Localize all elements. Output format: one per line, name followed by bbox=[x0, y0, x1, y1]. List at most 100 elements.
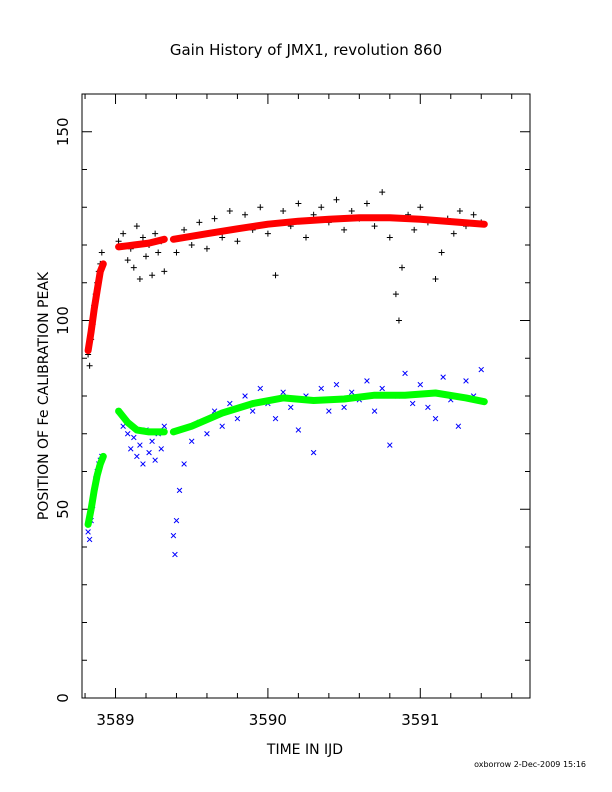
data-point-series-2 bbox=[172, 551, 178, 558]
data-point-series-0 bbox=[203, 245, 210, 252]
data-point-series-0 bbox=[188, 242, 195, 248]
data-point-series-0 bbox=[411, 226, 418, 233]
data-point-series-2 bbox=[387, 442, 393, 448]
data-point-series-2 bbox=[140, 461, 146, 467]
data-point-series-2 bbox=[455, 423, 462, 429]
data-point-series-0 bbox=[211, 215, 218, 222]
data-point-series-0 bbox=[181, 226, 188, 233]
data-point-series-0 bbox=[136, 275, 143, 282]
data-point-series-2 bbox=[173, 517, 180, 524]
data-point-series-2 bbox=[219, 423, 225, 429]
x-tick-label: 3589 bbox=[96, 711, 134, 729]
data-point-series-2 bbox=[124, 430, 131, 437]
fit-line-series-3 bbox=[115, 407, 168, 436]
data-point-series-2 bbox=[417, 381, 424, 388]
data-point-series-2 bbox=[318, 385, 324, 392]
data-point-series-2 bbox=[280, 389, 286, 395]
data-point-series-0 bbox=[333, 196, 340, 203]
data-point-series-0 bbox=[399, 264, 405, 271]
y-tick-label: 50 bbox=[54, 500, 72, 519]
data-point-series-2 bbox=[227, 400, 233, 407]
data-point-series-0 bbox=[133, 223, 140, 230]
y-tick-label: 100 bbox=[54, 306, 72, 335]
data-point-series-0 bbox=[348, 208, 355, 215]
x-tick-label: 3590 bbox=[249, 711, 287, 729]
data-point-series-0 bbox=[318, 204, 325, 211]
footer-stamp: oxborrow 2-Dec-2009 15:16 bbox=[474, 760, 586, 769]
data-point-series-0 bbox=[363, 200, 370, 207]
data-point-series-0 bbox=[395, 317, 402, 324]
data-point-series-0 bbox=[371, 223, 378, 230]
data-point-series-0 bbox=[139, 234, 146, 241]
data-point-series-0 bbox=[264, 230, 271, 237]
data-point-series-0 bbox=[234, 238, 241, 245]
data-point-series-0 bbox=[295, 200, 302, 207]
data-point-series-2 bbox=[146, 449, 152, 456]
data-point-series-2 bbox=[341, 404, 347, 411]
data-point-series-0 bbox=[257, 204, 264, 211]
data-point-series-0 bbox=[143, 253, 149, 260]
data-point-series-2 bbox=[120, 423, 126, 429]
data-point-series-2 bbox=[86, 536, 93, 543]
data-point-series-0 bbox=[155, 249, 162, 256]
data-point-series-2 bbox=[161, 423, 168, 429]
data-point-series-2 bbox=[170, 532, 177, 539]
data-point-series-0 bbox=[392, 291, 399, 298]
data-point-series-2 bbox=[131, 434, 137, 441]
data-point-series-2 bbox=[181, 461, 187, 467]
fit-line-series-1 bbox=[84, 260, 107, 355]
y-tick-label: 0 bbox=[54, 693, 72, 703]
axis-ticks bbox=[82, 93, 530, 699]
data-point-series-0 bbox=[120, 230, 127, 237]
data-point-series-0 bbox=[219, 234, 226, 241]
data-point-series-2 bbox=[85, 529, 91, 535]
data-point-series-0 bbox=[161, 268, 168, 275]
fit-line-series-1 bbox=[115, 235, 168, 251]
data-point-series-2 bbox=[257, 385, 264, 392]
y-axis-label: POSITION OF Fe CALIBRATION PEAK bbox=[36, 271, 52, 520]
data-point-series-0 bbox=[456, 208, 463, 215]
fit-line-series-3 bbox=[169, 389, 488, 436]
data-point-series-2 bbox=[134, 453, 140, 460]
data-point-series-2 bbox=[432, 415, 439, 422]
data-point-series-0 bbox=[470, 211, 477, 218]
x-tick-label: 3591 bbox=[401, 711, 439, 729]
x-axis-label: TIME IN IJD bbox=[266, 742, 343, 758]
data-point-series-2 bbox=[333, 381, 340, 388]
data-point-series-0 bbox=[86, 362, 93, 369]
data-point-series-2 bbox=[440, 374, 446, 380]
data-point-series-2 bbox=[137, 442, 143, 448]
data-point-series-2 bbox=[188, 438, 195, 445]
data-point-series-0 bbox=[272, 272, 279, 279]
data-point-series-0 bbox=[242, 211, 249, 218]
data-point-series-2 bbox=[425, 404, 431, 411]
data-point-series-2 bbox=[379, 385, 385, 392]
data-point-series-0 bbox=[341, 226, 348, 233]
data-point-series-2 bbox=[158, 446, 164, 452]
data-point-series-2 bbox=[326, 408, 332, 414]
data-point-series-2 bbox=[272, 415, 279, 422]
data-point-series-2 bbox=[371, 408, 378, 414]
data-point-series-2 bbox=[234, 415, 241, 422]
data-point-series-0 bbox=[450, 230, 457, 237]
data-point-series-2 bbox=[402, 370, 408, 377]
data-point-series-0 bbox=[124, 257, 131, 264]
data-point-series-0 bbox=[196, 219, 203, 226]
data-point-series-2 bbox=[249, 408, 256, 414]
data-point-series-2 bbox=[310, 449, 317, 456]
data-point-series-0 bbox=[417, 204, 424, 211]
data-point-series-0 bbox=[438, 249, 445, 256]
data-point-series-0 bbox=[98, 249, 105, 256]
data-point-series-2 bbox=[288, 404, 294, 411]
data-point-series-0 bbox=[386, 234, 393, 241]
data-point-series-2 bbox=[478, 366, 484, 373]
data-marks bbox=[84, 189, 488, 558]
data-point-series-0 bbox=[379, 189, 386, 196]
data-point-series-2 bbox=[348, 389, 355, 395]
data-point-series-0 bbox=[152, 230, 159, 237]
chart-title: Gain History of JMX1, revolution 860 bbox=[170, 41, 442, 59]
data-point-series-2 bbox=[152, 457, 158, 463]
data-point-series-0 bbox=[149, 272, 156, 279]
data-point-series-2 bbox=[176, 487, 183, 494]
